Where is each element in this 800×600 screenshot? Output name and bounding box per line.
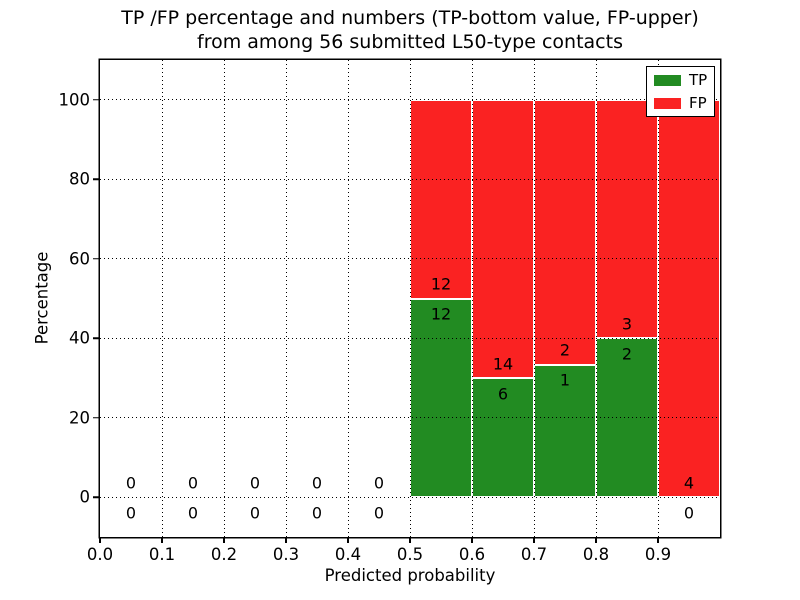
x-tick-label: 0.9 [644,545,672,564]
fp-count-label: 0 [373,473,385,493]
x-gridline [161,60,163,537]
y-tick-mark [92,417,100,419]
x-tick-label: 0.4 [334,545,362,564]
x-gridline [347,60,349,537]
tp-count-label: 0 [249,503,261,523]
y-tick-mark [92,178,100,180]
fp-count-label: 2 [559,340,571,360]
x-gridline [471,60,473,537]
fp-count-label: 0 [311,473,323,493]
tp-count-label: 0 [125,503,137,523]
legend-row-fp: FP [654,94,714,112]
bar-segment-tp [472,378,534,498]
y-tick-label: 20 [69,408,90,428]
y-tick-mark [92,496,100,498]
tp-legend-swatch [654,74,681,86]
x-tick-mark [409,537,411,543]
chart-title-line1: TP /FP percentage and numbers (TP-bottom… [121,7,699,29]
plot-area: 0 0 0 0 0 0 0 0 0 0 12 12 14 6 2 1 3 2 4 0 0.0 0.1 0.2 0.3 0.4 0… [59,60,720,564]
y-axis-label: Percentage [32,251,52,345]
x-tick-label: 0.2 [210,545,238,564]
x-tick-mark [347,537,349,543]
x-tick-mark [595,537,597,543]
bar-segment-fp [534,99,596,365]
x-tick-mark [657,537,659,543]
bar-segment-fp [658,99,720,498]
x-gridline [657,60,659,537]
tp-count-label: 1 [559,370,571,390]
bar-segment-fp [410,99,472,299]
y-tick-label: 60 [69,249,90,269]
x-tick-label: 0.8 [582,545,610,564]
x-tick-mark [99,537,101,543]
y-tick-label: 0 [79,487,91,507]
x-tick-mark [471,537,473,543]
chart-title: TP /FP percentage and numbers (TP-bottom… [100,6,720,54]
x-gridline [533,60,535,537]
bar-segment-fp [596,99,658,339]
fp-count-label: 14 [492,354,514,374]
fp-count-label: 12 [430,274,452,294]
x-gridline [595,60,597,537]
y-tick-label: 80 [69,169,90,189]
chart-title-line2: from among 56 submitted L50-type contact… [197,31,623,53]
tp-count-label: 6 [497,384,509,403]
fp-legend-swatch [654,97,681,109]
tp-count-label: 0 [373,503,385,523]
y-tick-label: 100 [58,90,91,110]
legend: TP FP [646,66,715,117]
fp-legend-label: FP [689,94,707,112]
bar-segment-tp [410,298,472,498]
x-tick-mark [533,537,535,543]
y-tick-mark [92,258,100,260]
y-tick-mark [92,337,100,339]
tp-count-label: 0 [683,503,695,523]
x-tick-label: 0.6 [458,545,486,564]
bar-segment-fp [472,99,534,378]
tp-count-label: 12 [430,304,452,324]
tp-legend-label: TP [689,71,708,89]
tp-count-label: 0 [311,503,323,523]
fp-count-label: 0 [125,473,137,493]
x-tick-label: 0.3 [272,545,300,564]
fp-count-label: 4 [683,473,695,493]
legend-row-tp: TP [654,71,714,89]
x-tick-mark [161,537,163,543]
x-tick-label: 0.1 [148,545,176,564]
x-gridline [409,60,411,537]
fp-count-label: 0 [249,473,261,493]
fp-count-label: 0 [187,473,199,493]
tp-count-label: 2 [621,344,633,364]
y-tick-label: 40 [69,328,90,348]
x-tick-label: 0.7 [520,545,548,564]
x-tick-mark [223,537,225,543]
bar-segment-tp [534,364,596,498]
x-tick-mark [285,537,287,543]
x-axis-label: Predicted probability [324,566,496,585]
x-gridline [223,60,225,537]
tp-count-label: 0 [187,503,199,523]
x-tick-label: 0.5 [396,545,424,564]
x-gridline [285,60,287,537]
y-tick-mark [92,99,100,101]
fp-count-label: 3 [621,314,633,334]
x-tick-label: 0.0 [86,545,114,564]
